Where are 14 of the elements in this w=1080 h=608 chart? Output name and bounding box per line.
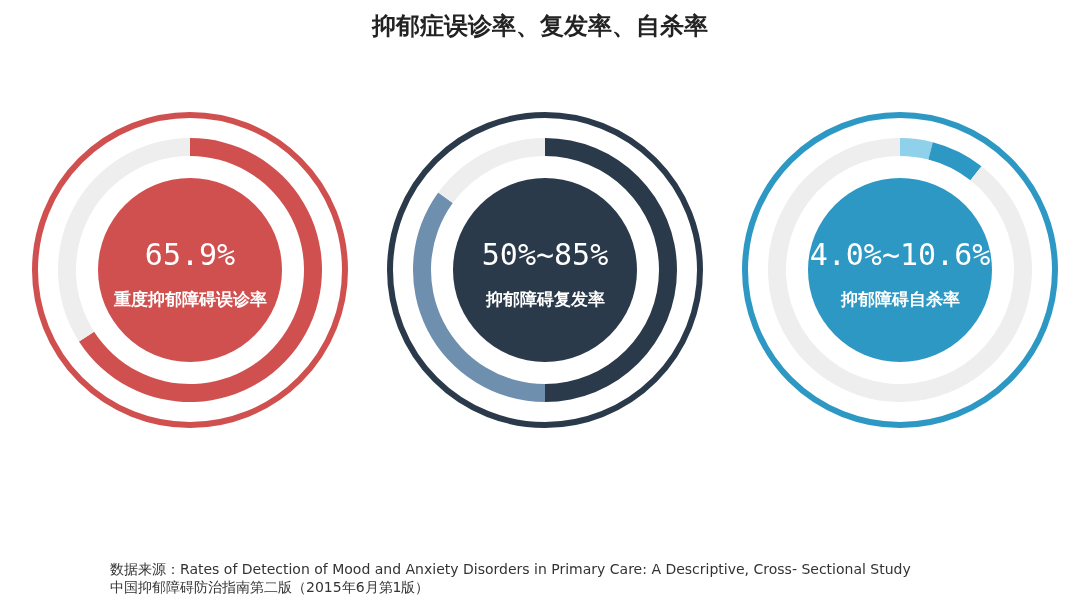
text: 65.9% — [144, 237, 236, 272]
donut-slice — [79, 138, 322, 402]
text: 中国抑郁障碍防治指南第二版（2015年6月第1版） — [110, 578, 431, 596]
chart-title: 抑郁症误诊率、复发率、自杀率 — [372, 11, 708, 42]
text: 抑郁障碍复发率 — [484, 289, 605, 309]
text: 50%~85% — [481, 237, 609, 272]
donut-slice — [900, 138, 933, 160]
text: 4.0%~10.6% — [809, 237, 991, 272]
text: 重度抑郁障碍误诊率 — [112, 289, 267, 309]
text: 抑郁障碍自杀率 — [839, 289, 960, 309]
donut-slice — [928, 142, 982, 181]
donut-slice — [768, 138, 1032, 402]
donut-slice — [438, 138, 545, 203]
source-note: 数据来源：Rates of Detection of Mood and Anxiety Disorders in Primary Care: A Descriptive, Cross- Sectional Study — [110, 560, 911, 578]
